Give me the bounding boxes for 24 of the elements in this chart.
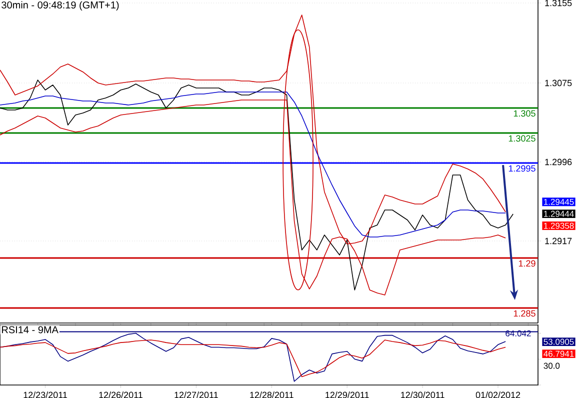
text: 1.29358: [544, 222, 574, 229]
x-tick-label: 12/27/2011: [174, 392, 218, 398]
x-tick-label: 12/28/2011: [250, 392, 294, 398]
y-tick-label: 1.3155: [545, 0, 572, 6]
ref-line-label: 1.285: [514, 310, 536, 317]
ref-line-label: 1.2995: [508, 165, 536, 172]
x-tick-label: 12/29/2011: [326, 392, 369, 398]
y-tick-label: 1.2917: [545, 238, 572, 244]
text: 1.29445: [544, 198, 574, 205]
ref-line-label: 1.29: [518, 260, 536, 267]
text: 1.29444: [544, 210, 574, 217]
x-tick-label: 12/26/2011: [99, 392, 142, 398]
text: 46.7941: [544, 350, 574, 357]
x-tick-label: 12/30/2011: [401, 392, 444, 398]
chart-title: RSI14 - 9MA: [2, 326, 58, 334]
text: 30.0: [544, 362, 560, 369]
y-tick-label: 1.3075: [545, 80, 572, 86]
text: 53.0905: [544, 338, 574, 345]
x-tick-label: 01/02/2012: [476, 392, 520, 398]
chart-title: 30min - 09:48:19 (GMT+1): [2, 1, 119, 11]
ref-line-label: 1.3025: [508, 135, 536, 142]
x-tick-label: 12/23/2011: [24, 392, 68, 398]
y-tick-label: 1.2996: [545, 158, 572, 166]
ref-line-label: 1.305: [514, 110, 536, 117]
